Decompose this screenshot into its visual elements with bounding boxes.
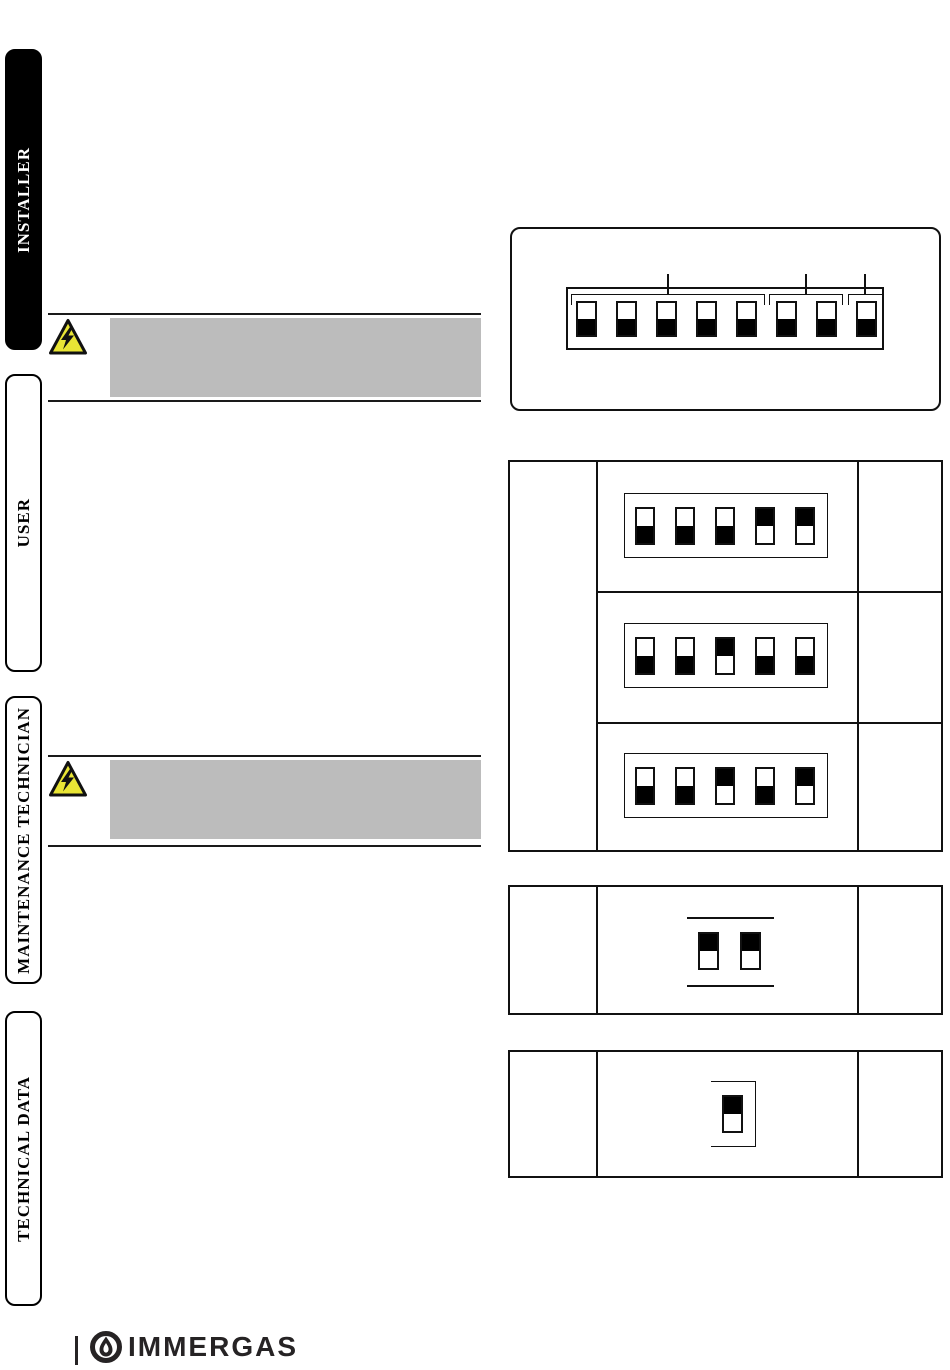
dip-switch-up xyxy=(755,506,775,545)
table-grid-vline xyxy=(596,462,598,850)
warning1-bottom-rule xyxy=(48,400,481,402)
dip-switch-down xyxy=(696,301,717,337)
table-grid-hline xyxy=(596,591,941,593)
dip-setting-row2-diagram xyxy=(624,623,828,688)
dip-switch-down xyxy=(755,636,775,675)
warning1-top-rule xyxy=(48,313,481,315)
dip-switch-up xyxy=(722,1095,743,1133)
dip-switch-down xyxy=(635,636,655,675)
dip-switch-down xyxy=(755,766,775,805)
sidebar-tab-installer-label: INSTALLER xyxy=(13,146,33,253)
dip-switch-down xyxy=(736,301,757,337)
sidebar-tab-user-label: USER xyxy=(13,498,33,548)
table-grid-vline xyxy=(857,1052,859,1176)
dip-switch-down xyxy=(635,766,655,805)
dip-switch-down xyxy=(856,301,877,337)
dip-switch-up xyxy=(740,932,761,970)
dip-switch-bank-outline xyxy=(566,287,884,350)
sidebar-tab-technical-data: TECHNICAL DATA xyxy=(5,1011,42,1306)
dip-switch-down xyxy=(715,506,735,545)
sidebar-tab-maintenance-technician: MAINTENANCE TECHNICIAN xyxy=(5,696,42,984)
dip-switch-down xyxy=(776,301,797,337)
dip-switch-down xyxy=(816,301,837,337)
group1-bracket xyxy=(571,294,765,305)
electrical-hazard-icon xyxy=(49,761,87,797)
electrical-hazard-icon xyxy=(49,319,87,355)
pair-diagram-bottom-line xyxy=(687,985,774,987)
dip-pair-table xyxy=(508,885,943,1015)
immergas-flame-icon xyxy=(90,1331,122,1363)
dip-switch-up xyxy=(698,932,719,970)
dip-switch-up xyxy=(795,506,815,545)
warning2-redacted-text-block xyxy=(110,760,481,839)
dip-switch-panel xyxy=(510,227,941,411)
dip-switch-down xyxy=(675,506,695,545)
sidebar-tab-installer: INSTALLER xyxy=(5,49,42,350)
footer-divider-bar xyxy=(75,1336,78,1365)
dip-switch-down xyxy=(576,301,597,337)
dip-single-diagram xyxy=(722,1095,743,1133)
warning2-bottom-rule xyxy=(48,845,481,847)
sidebar-tab-user: USER xyxy=(5,374,42,672)
dip-switch-down xyxy=(675,766,695,805)
dip-switch-up xyxy=(715,636,735,675)
sidebar-tab-maintenance-technician-label: MAINTENANCE TECHNICIAN xyxy=(13,706,33,974)
brand-wordmark: IMMERGAS xyxy=(128,1331,298,1362)
sidebar-tab-technical-data-label: TECHNICAL DATA xyxy=(13,1075,33,1242)
single-diagram-bracket xyxy=(711,1081,756,1147)
dip-switch-up xyxy=(715,766,735,805)
table-grid-vline xyxy=(857,462,859,850)
dip-switch-down xyxy=(616,301,637,337)
warning1-redacted-text-block xyxy=(110,318,481,397)
table-grid-vline xyxy=(857,887,859,1013)
table-grid-vline xyxy=(596,1052,598,1176)
dip-switch-down xyxy=(675,636,695,675)
group3-tick xyxy=(864,274,866,295)
pair-diagram-top-line xyxy=(687,917,774,919)
group1-tick xyxy=(667,274,669,295)
dip-single-table xyxy=(508,1050,943,1178)
dip-switch-down xyxy=(635,506,655,545)
group2-tick xyxy=(805,274,807,295)
dip-setting-row1-diagram xyxy=(624,493,828,558)
table-grid-vline xyxy=(596,887,598,1013)
dip-setting-row3-diagram xyxy=(624,753,828,818)
warning2-top-rule xyxy=(48,755,481,757)
dip-switch-down xyxy=(656,301,677,337)
table-grid-hline xyxy=(596,722,941,724)
group2-bracket xyxy=(769,294,843,305)
dip-switch-down xyxy=(795,636,815,675)
dip-switch-up xyxy=(795,766,815,805)
dip-settings-table xyxy=(508,460,943,852)
dip-switch-bank xyxy=(576,301,877,337)
dip-pair-diagram xyxy=(698,932,761,970)
